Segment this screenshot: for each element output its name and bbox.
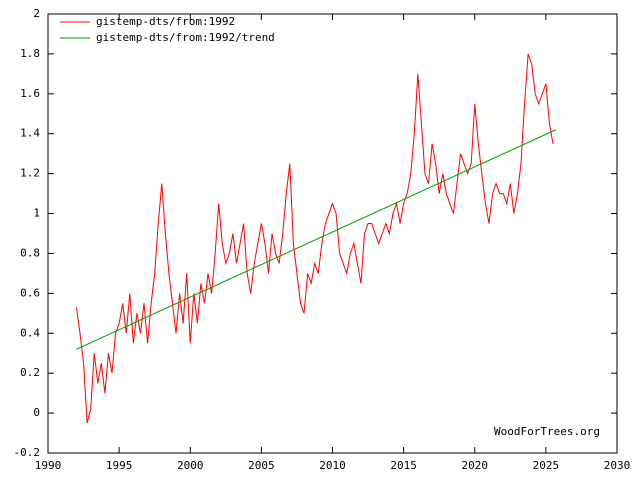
series-line	[76, 129, 557, 350]
y-tick-label: 1.2	[20, 167, 40, 180]
annotation: WoodForTrees.org	[494, 425, 600, 438]
x-tick-label: 2005	[248, 459, 275, 472]
y-tick-label: 1	[33, 207, 40, 220]
legend-label: gistemp-dts/from:1992	[96, 15, 235, 28]
series-line	[75, 53, 554, 424]
y-tick-label: 0.4	[20, 326, 40, 339]
plot-frame	[47, 13, 618, 454]
x-tick-label: 2010	[319, 459, 346, 472]
y-tick-label: -0.2	[14, 446, 41, 459]
x-tick-label: 1995	[106, 459, 133, 472]
y-tick-label: 0.6	[20, 286, 40, 299]
y-tick-label: 1.6	[20, 87, 40, 100]
x-tick-label: 2020	[462, 459, 489, 472]
y-tick-label: 2	[33, 7, 40, 20]
y-tick-label: 0	[33, 406, 40, 419]
x-tick-label: 2000	[177, 459, 204, 472]
x-tick-label: 1990	[35, 459, 62, 472]
x-tick-label: 2015	[390, 459, 417, 472]
y-tick-label: 1.4	[20, 127, 40, 140]
y-tick-label: 0.8	[20, 246, 40, 259]
y-tick-label: 1.8	[20, 47, 40, 60]
x-tick-label: 2025	[533, 459, 560, 472]
y-tick-label: 0.2	[20, 366, 40, 379]
legend-label: gistemp-dts/from:1992/trend	[96, 31, 275, 44]
x-tick-label: 2030	[604, 459, 631, 472]
